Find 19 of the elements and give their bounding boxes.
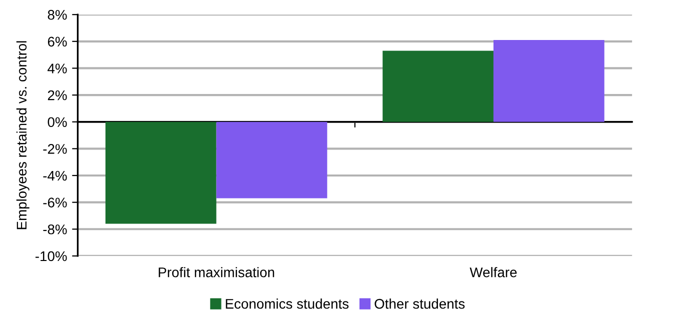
y-tick-label: 2% [48,90,67,100]
y-tick-label: -2% [43,144,67,154]
y-axis-title: Employees retained vs. control [16,41,30,230]
y-tick-label: 6% [48,36,67,47]
x-tick-label: Profit maximisation [158,267,274,278]
bar [493,40,604,122]
bar [216,122,328,198]
y-tick-label: -6% [43,198,67,208]
y-tick-label: -10% [36,251,67,262]
y-tick-label: -8% [43,224,67,234]
legend-label: Other students [374,298,465,309]
x-tick-label: Welfare [470,267,517,278]
y-tick-label: 4% [48,64,67,74]
bar [382,50,494,122]
legend-label: Economics students [226,298,349,309]
y-tick-label: -4% [43,170,67,181]
y-tick-label: 8% [48,10,67,20]
y-tick-label: 0% [48,117,67,128]
bar [105,122,216,224]
